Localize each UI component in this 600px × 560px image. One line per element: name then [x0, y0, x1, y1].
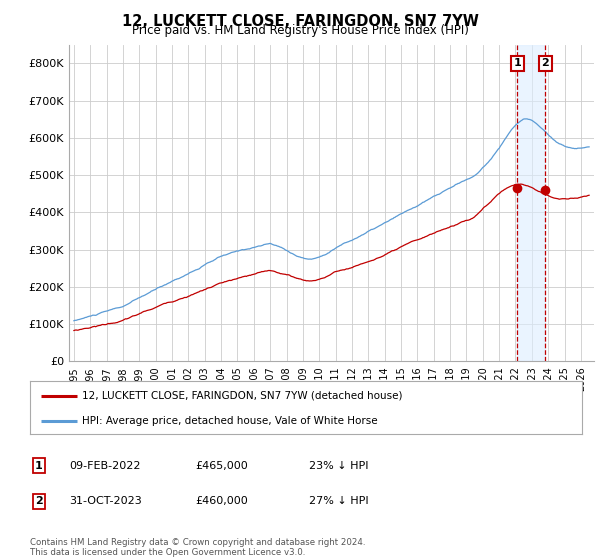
Text: 1: 1	[35, 461, 43, 471]
Text: £465,000: £465,000	[195, 461, 248, 471]
Text: 1: 1	[514, 58, 521, 68]
Text: Price paid vs. HM Land Registry's House Price Index (HPI): Price paid vs. HM Land Registry's House …	[131, 24, 469, 37]
Bar	[517, 45, 545, 361]
Text: £460,000: £460,000	[195, 496, 248, 506]
Text: 23% ↓ HPI: 23% ↓ HPI	[309, 461, 368, 471]
Text: 2: 2	[35, 496, 43, 506]
Text: 09-FEB-2022: 09-FEB-2022	[69, 461, 140, 471]
Text: 2: 2	[542, 58, 550, 68]
Text: Contains HM Land Registry data © Crown copyright and database right 2024.
This d: Contains HM Land Registry data © Crown c…	[30, 538, 365, 557]
Text: 12, LUCKETT CLOSE, FARINGDON, SN7 7YW: 12, LUCKETT CLOSE, FARINGDON, SN7 7YW	[122, 14, 478, 29]
Text: 27% ↓ HPI: 27% ↓ HPI	[309, 496, 368, 506]
Text: 12, LUCKETT CLOSE, FARINGDON, SN7 7YW (detached house): 12, LUCKETT CLOSE, FARINGDON, SN7 7YW (d…	[82, 391, 403, 401]
Text: HPI: Average price, detached house, Vale of White Horse: HPI: Average price, detached house, Vale…	[82, 416, 378, 426]
Text: 31-OCT-2023: 31-OCT-2023	[69, 496, 142, 506]
